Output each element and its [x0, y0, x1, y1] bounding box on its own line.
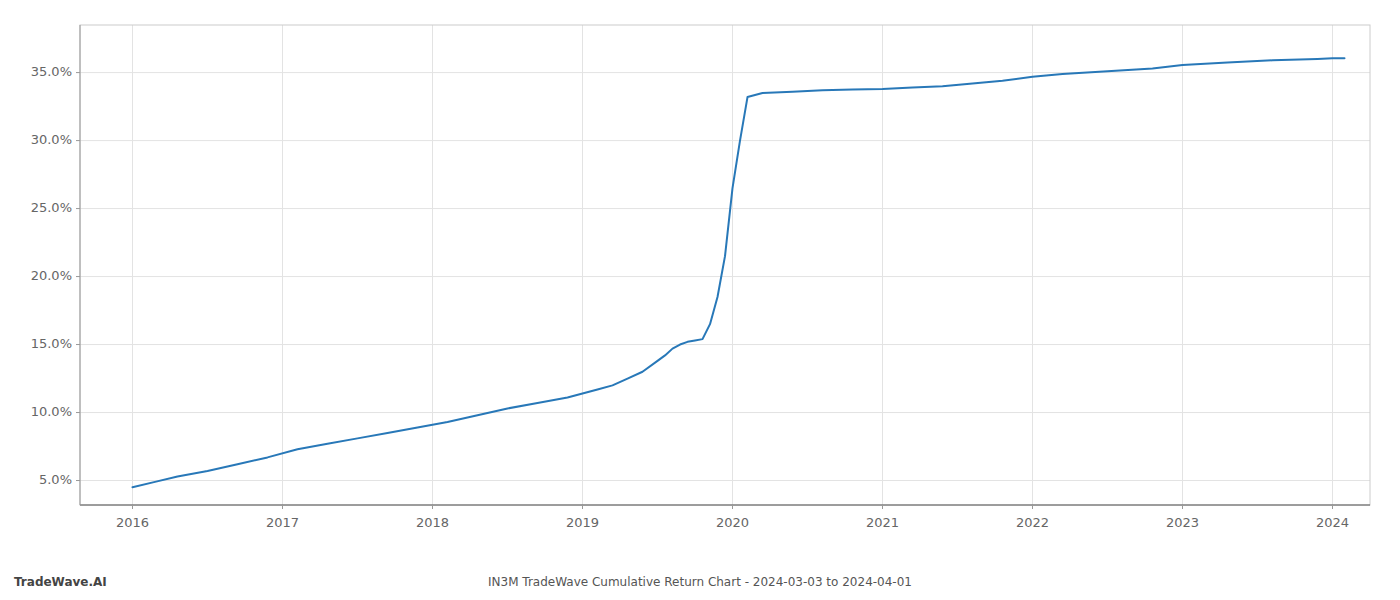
grid	[80, 25, 1370, 505]
y-tick-label: 20.0%	[31, 268, 72, 283]
y-tick-label: 30.0%	[31, 132, 72, 147]
grid-line-x	[1182, 25, 1183, 505]
y-tick	[76, 140, 80, 141]
y-tick	[76, 72, 80, 73]
y-axis-line	[80, 25, 81, 505]
title: IN3M TradeWave Cumulative Return Chart -…	[488, 575, 912, 589]
y-tick-label: 10.0%	[31, 404, 72, 419]
grid-line-y	[80, 72, 1370, 73]
x-tick-label: 2022	[1016, 515, 1049, 530]
x-tick	[732, 505, 733, 509]
x-tick-label: 2016	[116, 515, 149, 530]
x-tick	[432, 505, 433, 509]
grid-line-y	[80, 480, 1370, 481]
annotation: TradeWave.AI	[14, 575, 107, 589]
x-tick	[132, 505, 133, 509]
x-tick	[1182, 505, 1183, 509]
x-tick	[282, 505, 283, 509]
grid-line-y	[80, 412, 1370, 413]
x-tick-label: 2024	[1316, 515, 1349, 530]
y-tick-label: 35.0%	[31, 64, 72, 79]
plot-frame	[80, 25, 1370, 505]
x-tick-label: 2023	[1166, 515, 1199, 530]
y-tick-label: 15.0%	[31, 336, 72, 351]
y-tick	[76, 208, 80, 209]
grid-line-x	[732, 25, 733, 505]
y-tick	[76, 480, 80, 481]
grid-line-y	[80, 208, 1370, 209]
x-tick	[882, 505, 883, 509]
grid-line-y	[80, 276, 1370, 277]
grid-line-x	[582, 25, 583, 505]
x-tick	[582, 505, 583, 509]
grid-line-x	[132, 25, 133, 505]
grid-line-x	[1032, 25, 1033, 505]
x-axis-line	[80, 504, 1370, 505]
x-tick-label: 2018	[416, 515, 449, 530]
y-tick-label: 25.0%	[31, 200, 72, 215]
background	[0, 0, 1400, 600]
grid-line-x	[882, 25, 883, 505]
grid-line-x	[1332, 25, 1333, 505]
y-tick	[76, 344, 80, 345]
x-tick-label: 2019	[566, 515, 599, 530]
y-tick	[76, 412, 80, 413]
y-tick-label: 5.0%	[39, 472, 72, 487]
x-tick-label: 2021	[866, 515, 899, 530]
ticks: 5.0% 10.0% 15.0% 20.0% 25.0% 30.0% 35.0% 2016 20…	[31, 64, 1349, 530]
x-tick	[1332, 505, 1333, 509]
y-tick	[76, 276, 80, 277]
grid-line-x	[282, 25, 283, 505]
x-tick-label: 2020	[716, 515, 749, 530]
grid-line-y	[80, 140, 1370, 141]
line	[133, 58, 1345, 487]
grid-line-y	[80, 344, 1370, 345]
data	[133, 58, 1345, 487]
grid-line-x	[432, 25, 433, 505]
x-tick	[1032, 505, 1033, 509]
chart: 5.0% 10.0% 15.0% 20.0% 25.0% 30.0% 35.0% 2016 20…	[0, 0, 1400, 600]
x-tick-label: 2017	[266, 515, 299, 530]
